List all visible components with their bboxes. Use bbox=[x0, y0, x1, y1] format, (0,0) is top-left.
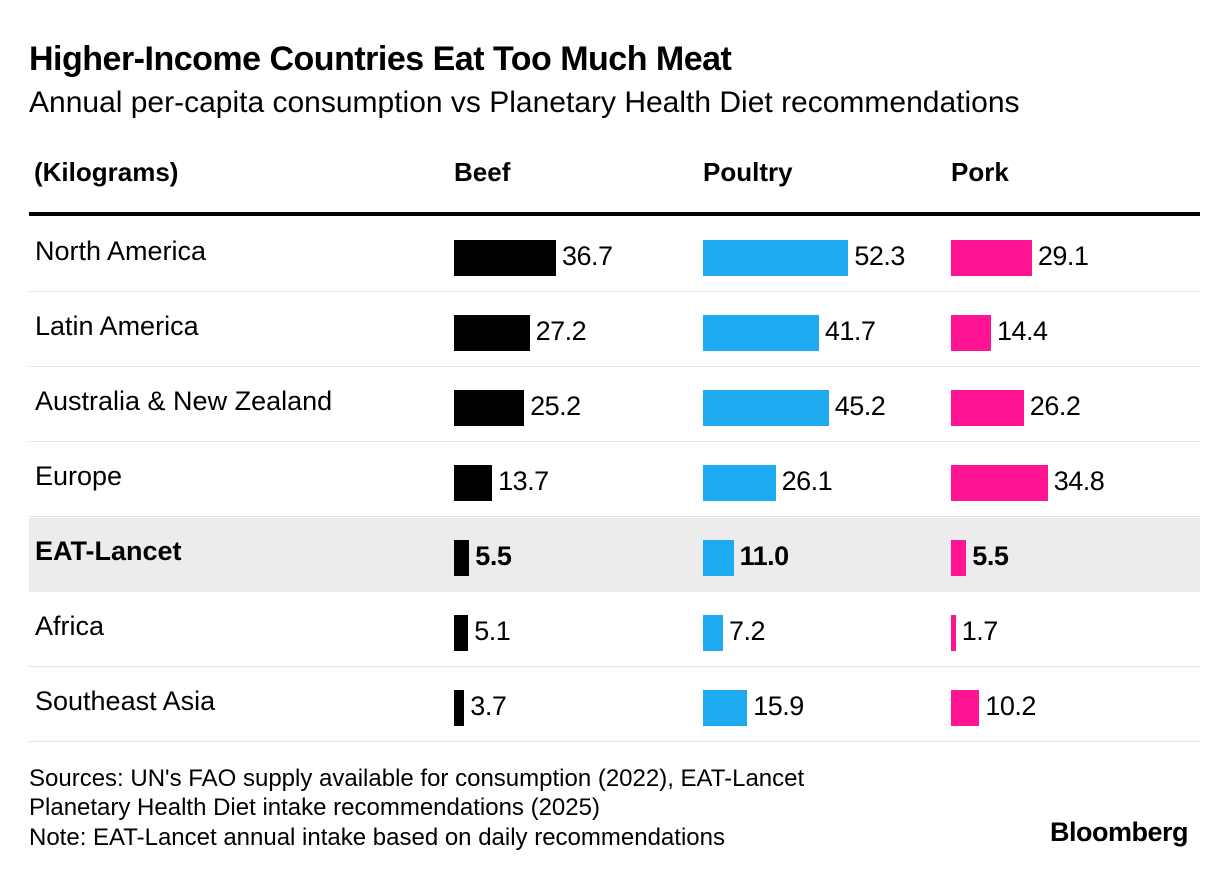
source-line-1: Sources: UN's FAO supply available for c… bbox=[29, 765, 805, 792]
row-label: Africa bbox=[35, 611, 105, 641]
poultry-value-label: 45.2 bbox=[834, 391, 886, 421]
beef-bar bbox=[454, 465, 493, 501]
poultry-value-label: 26.1 bbox=[781, 466, 833, 496]
poultry-value-label: 11.0 bbox=[739, 541, 790, 571]
poultry-value-label: 52.3 bbox=[854, 241, 905, 271]
chart-title: Higher-Income Countries Eat Too Much Mea… bbox=[29, 40, 732, 78]
pork-value-label: 14.4 bbox=[997, 316, 1048, 346]
poultry-bar bbox=[703, 615, 723, 651]
pork-bar bbox=[951, 540, 967, 576]
column-header-pork: Pork bbox=[951, 157, 1009, 187]
table-row: Africa 5.1 7.2 1.7 bbox=[29, 593, 1200, 667]
beef-value-label: 36.7 bbox=[562, 241, 613, 271]
poultry-bar bbox=[703, 390, 829, 426]
row-label: North America bbox=[35, 236, 207, 266]
pork-bar bbox=[951, 465, 1048, 501]
row-label: Southeast Asia bbox=[35, 686, 216, 716]
beef-bar bbox=[454, 690, 465, 726]
table-row: Australia & New Zealand 25.2 45.2 26.2 bbox=[29, 368, 1200, 442]
beef-value-label: 27.2 bbox=[535, 316, 587, 346]
poultry-bar bbox=[703, 315, 819, 351]
beef-bar bbox=[454, 540, 470, 576]
table-row: Latin America 27.2 41.7 14.4 bbox=[29, 293, 1200, 367]
pork-value-label: 5.5 bbox=[972, 541, 1009, 571]
beef-bar bbox=[454, 615, 469, 651]
table-row: EAT-Lancet 5.5 11.0 5.5 bbox=[29, 518, 1200, 592]
pork-bar bbox=[951, 690, 980, 726]
poultry-bar bbox=[703, 540, 734, 576]
pork-bar bbox=[951, 315, 991, 351]
row-label: Europe bbox=[35, 461, 123, 491]
row-label: Australia & New Zealand bbox=[35, 386, 333, 416]
row-label: Latin America bbox=[35, 311, 199, 341]
chart-subtitle: Annual per-capita consumption vs Planeta… bbox=[29, 86, 1020, 119]
table-row: Southeast Asia 3.7 15.9 10.2 bbox=[29, 668, 1200, 742]
bloomberg-logo: Bloomberg bbox=[1050, 817, 1189, 847]
poultry-bar bbox=[703, 465, 776, 501]
poultry-value-label: 41.7 bbox=[824, 316, 876, 346]
beef-bar bbox=[454, 315, 530, 351]
pork-value-label: 1.7 bbox=[961, 616, 999, 646]
column-header-poultry: Poultry bbox=[703, 157, 793, 187]
unit-label-header: (Kilograms) bbox=[34, 157, 179, 187]
beef-bar bbox=[454, 390, 525, 426]
poultry-value-label: 15.9 bbox=[753, 691, 804, 721]
beef-value-label: 5.1 bbox=[474, 616, 511, 646]
pork-value-label: 10.2 bbox=[985, 691, 1036, 721]
beef-value-label: 5.5 bbox=[475, 541, 512, 571]
column-header-beef: Beef bbox=[454, 157, 511, 187]
pork-bar bbox=[951, 240, 1032, 276]
poultry-value-label: 7.2 bbox=[729, 616, 766, 646]
pork-value-label: 29.1 bbox=[1037, 241, 1089, 271]
pork-bar bbox=[951, 615, 956, 651]
note-line: Note: EAT-Lancet annual intake based on … bbox=[29, 824, 725, 851]
source-line-2: Planetary Health Diet intake recommendat… bbox=[29, 794, 600, 821]
poultry-bar bbox=[703, 690, 748, 726]
beef-value-label: 25.2 bbox=[530, 391, 581, 421]
beef-bar bbox=[454, 240, 556, 276]
pork-value-label: 34.8 bbox=[1053, 466, 1105, 496]
beef-value-label: 13.7 bbox=[498, 466, 549, 496]
pork-bar bbox=[951, 390, 1024, 426]
beef-value-label: 3.7 bbox=[470, 691, 507, 721]
table-row: Europe 13.7 26.1 34.8 bbox=[29, 443, 1200, 517]
poultry-bar bbox=[703, 240, 849, 276]
header-divider bbox=[29, 212, 1200, 216]
pork-value-label: 26.2 bbox=[1029, 391, 1081, 421]
row-label: EAT-Lancet bbox=[35, 536, 182, 566]
table-row: North America 36.7 52.3 29.1 bbox=[29, 218, 1200, 292]
